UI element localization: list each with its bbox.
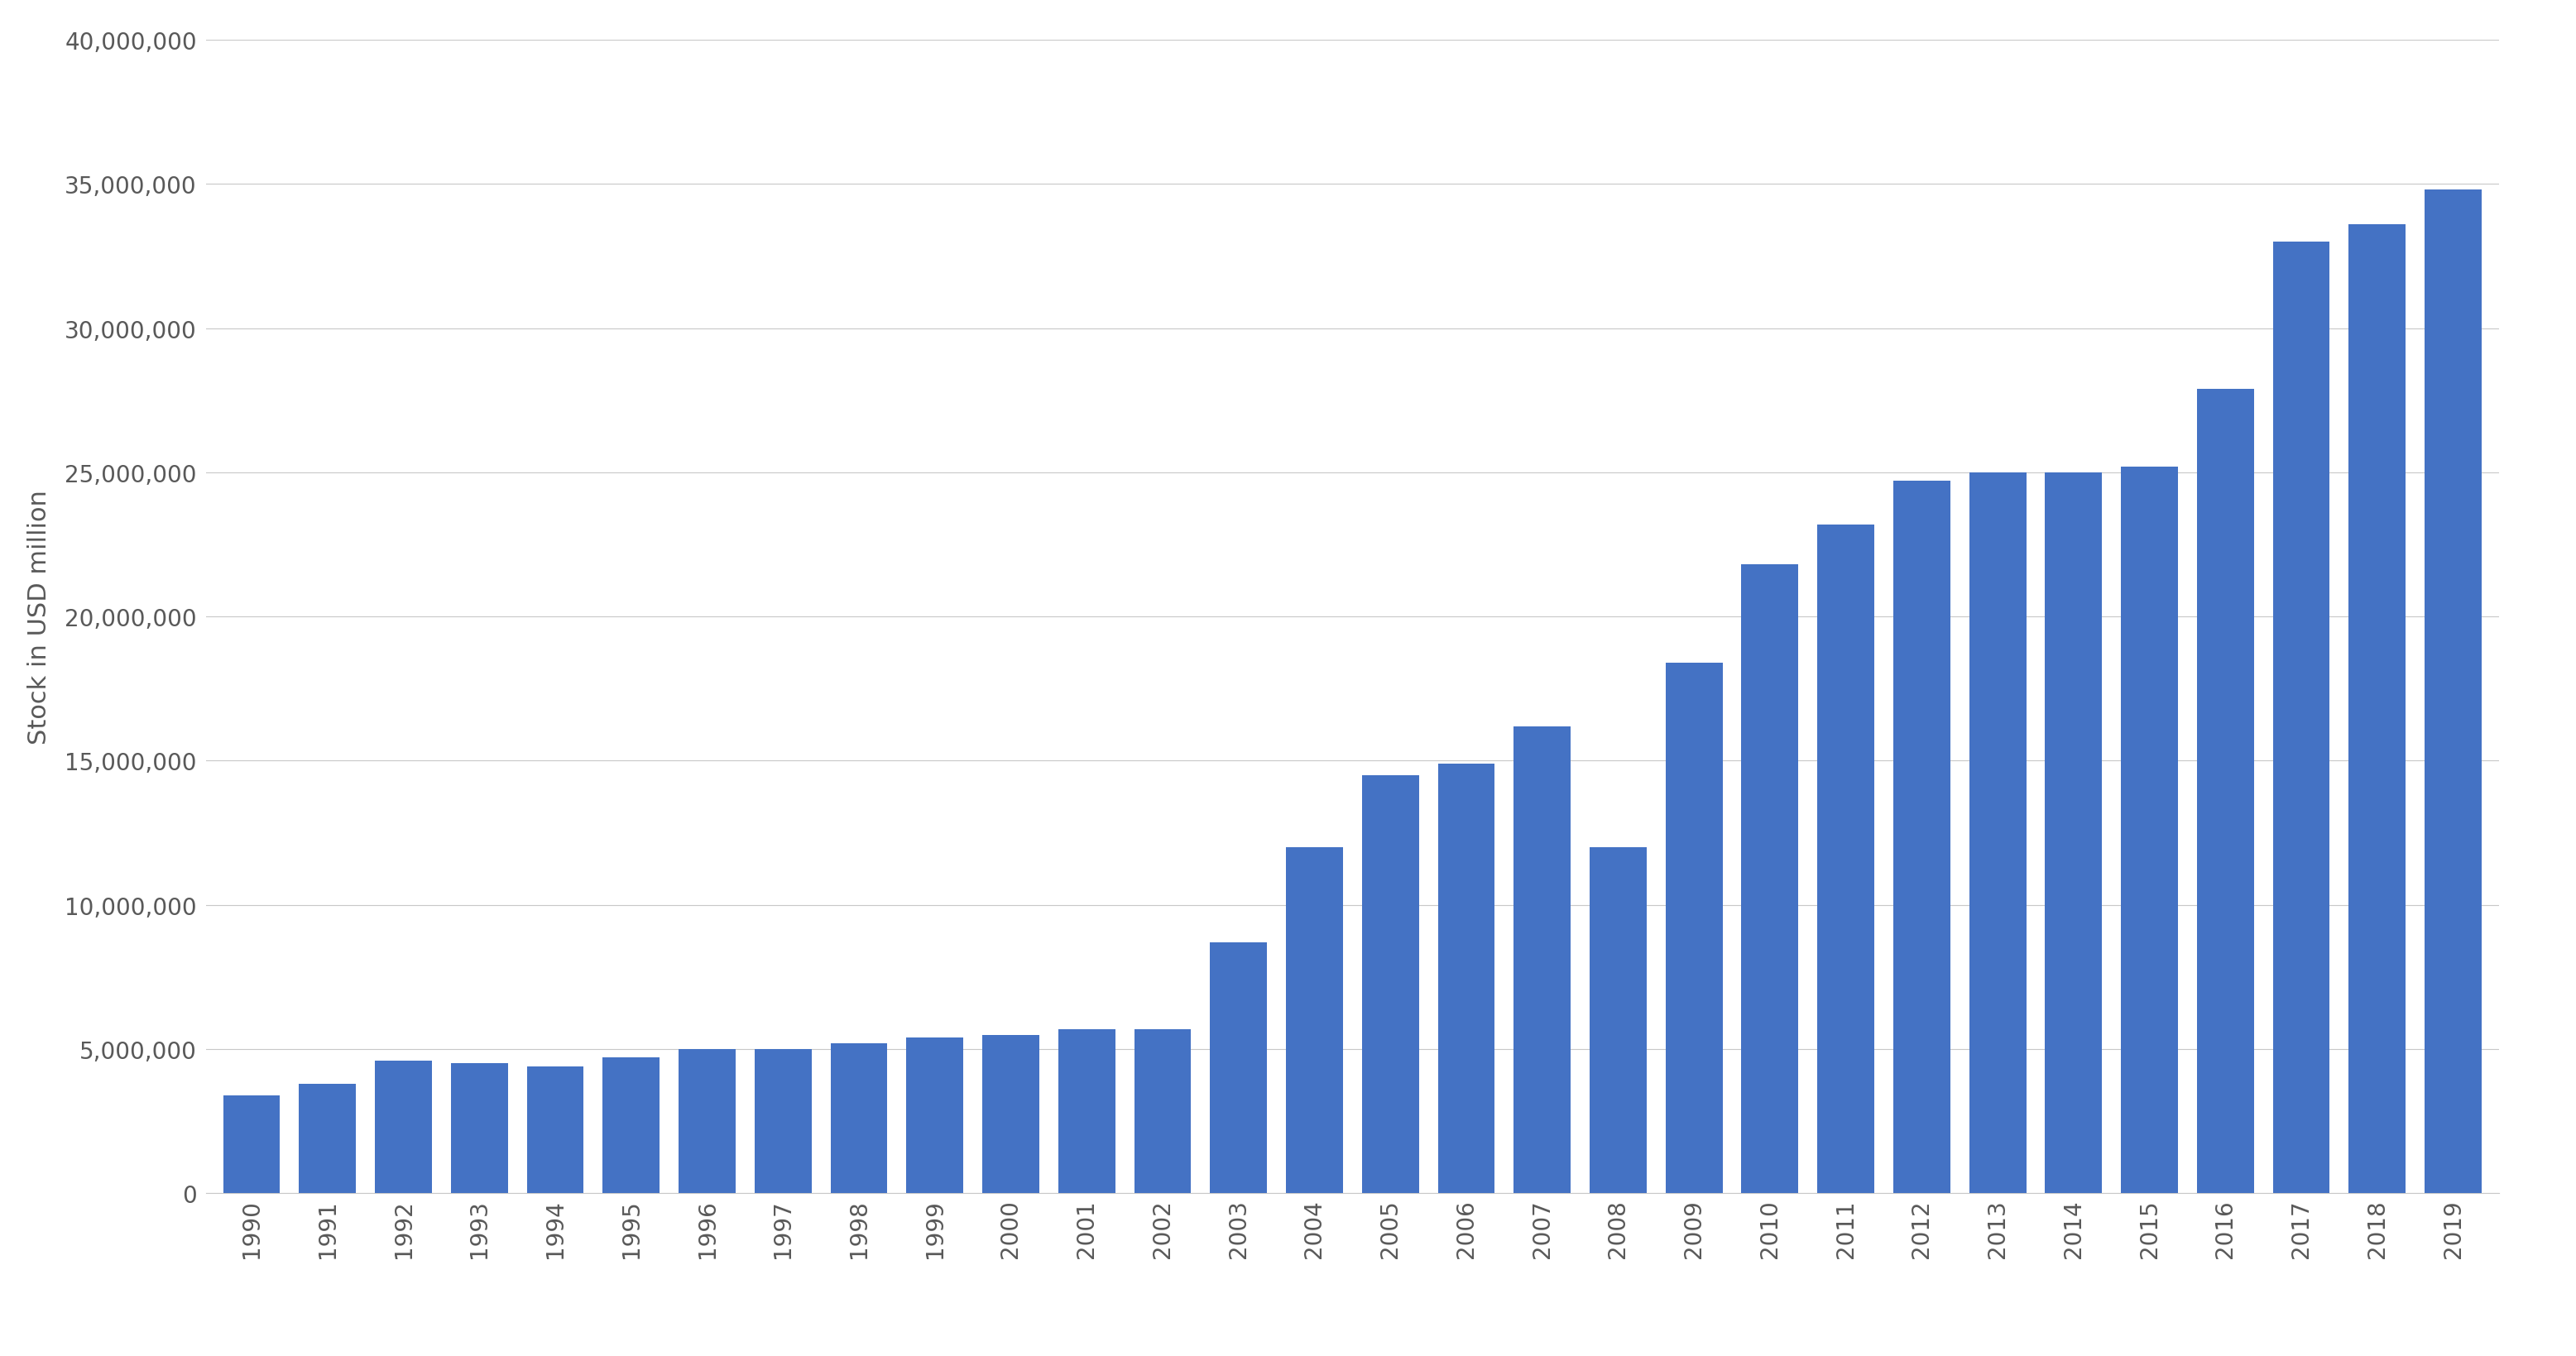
Bar <box>1285 848 1342 1193</box>
Bar <box>1667 663 1723 1193</box>
Bar <box>1059 1029 1115 1193</box>
Bar <box>829 1044 886 1193</box>
Bar <box>224 1096 281 1193</box>
Y-axis label: Stock in USD million: Stock in USD million <box>26 490 52 744</box>
Bar <box>1893 481 1950 1193</box>
Bar <box>603 1058 659 1193</box>
Bar <box>1437 763 1494 1193</box>
Bar <box>981 1035 1038 1193</box>
Bar <box>2272 243 2329 1193</box>
Bar <box>1211 942 1267 1193</box>
Bar <box>528 1066 585 1193</box>
Bar <box>1819 525 1875 1193</box>
Bar <box>1741 565 1798 1193</box>
Bar <box>907 1037 963 1193</box>
Bar <box>376 1060 433 1193</box>
Bar <box>677 1050 737 1193</box>
Bar <box>1515 727 1571 1193</box>
Bar <box>755 1050 811 1193</box>
Bar <box>299 1083 355 1193</box>
Bar <box>2424 191 2481 1193</box>
Bar <box>1363 776 1419 1193</box>
Bar <box>1133 1029 1190 1193</box>
Bar <box>451 1063 507 1193</box>
Bar <box>2045 473 2102 1193</box>
Bar <box>2120 466 2177 1193</box>
Bar <box>2197 389 2254 1193</box>
Bar <box>1968 473 2027 1193</box>
Bar <box>1589 848 1646 1193</box>
Bar <box>2349 225 2406 1193</box>
